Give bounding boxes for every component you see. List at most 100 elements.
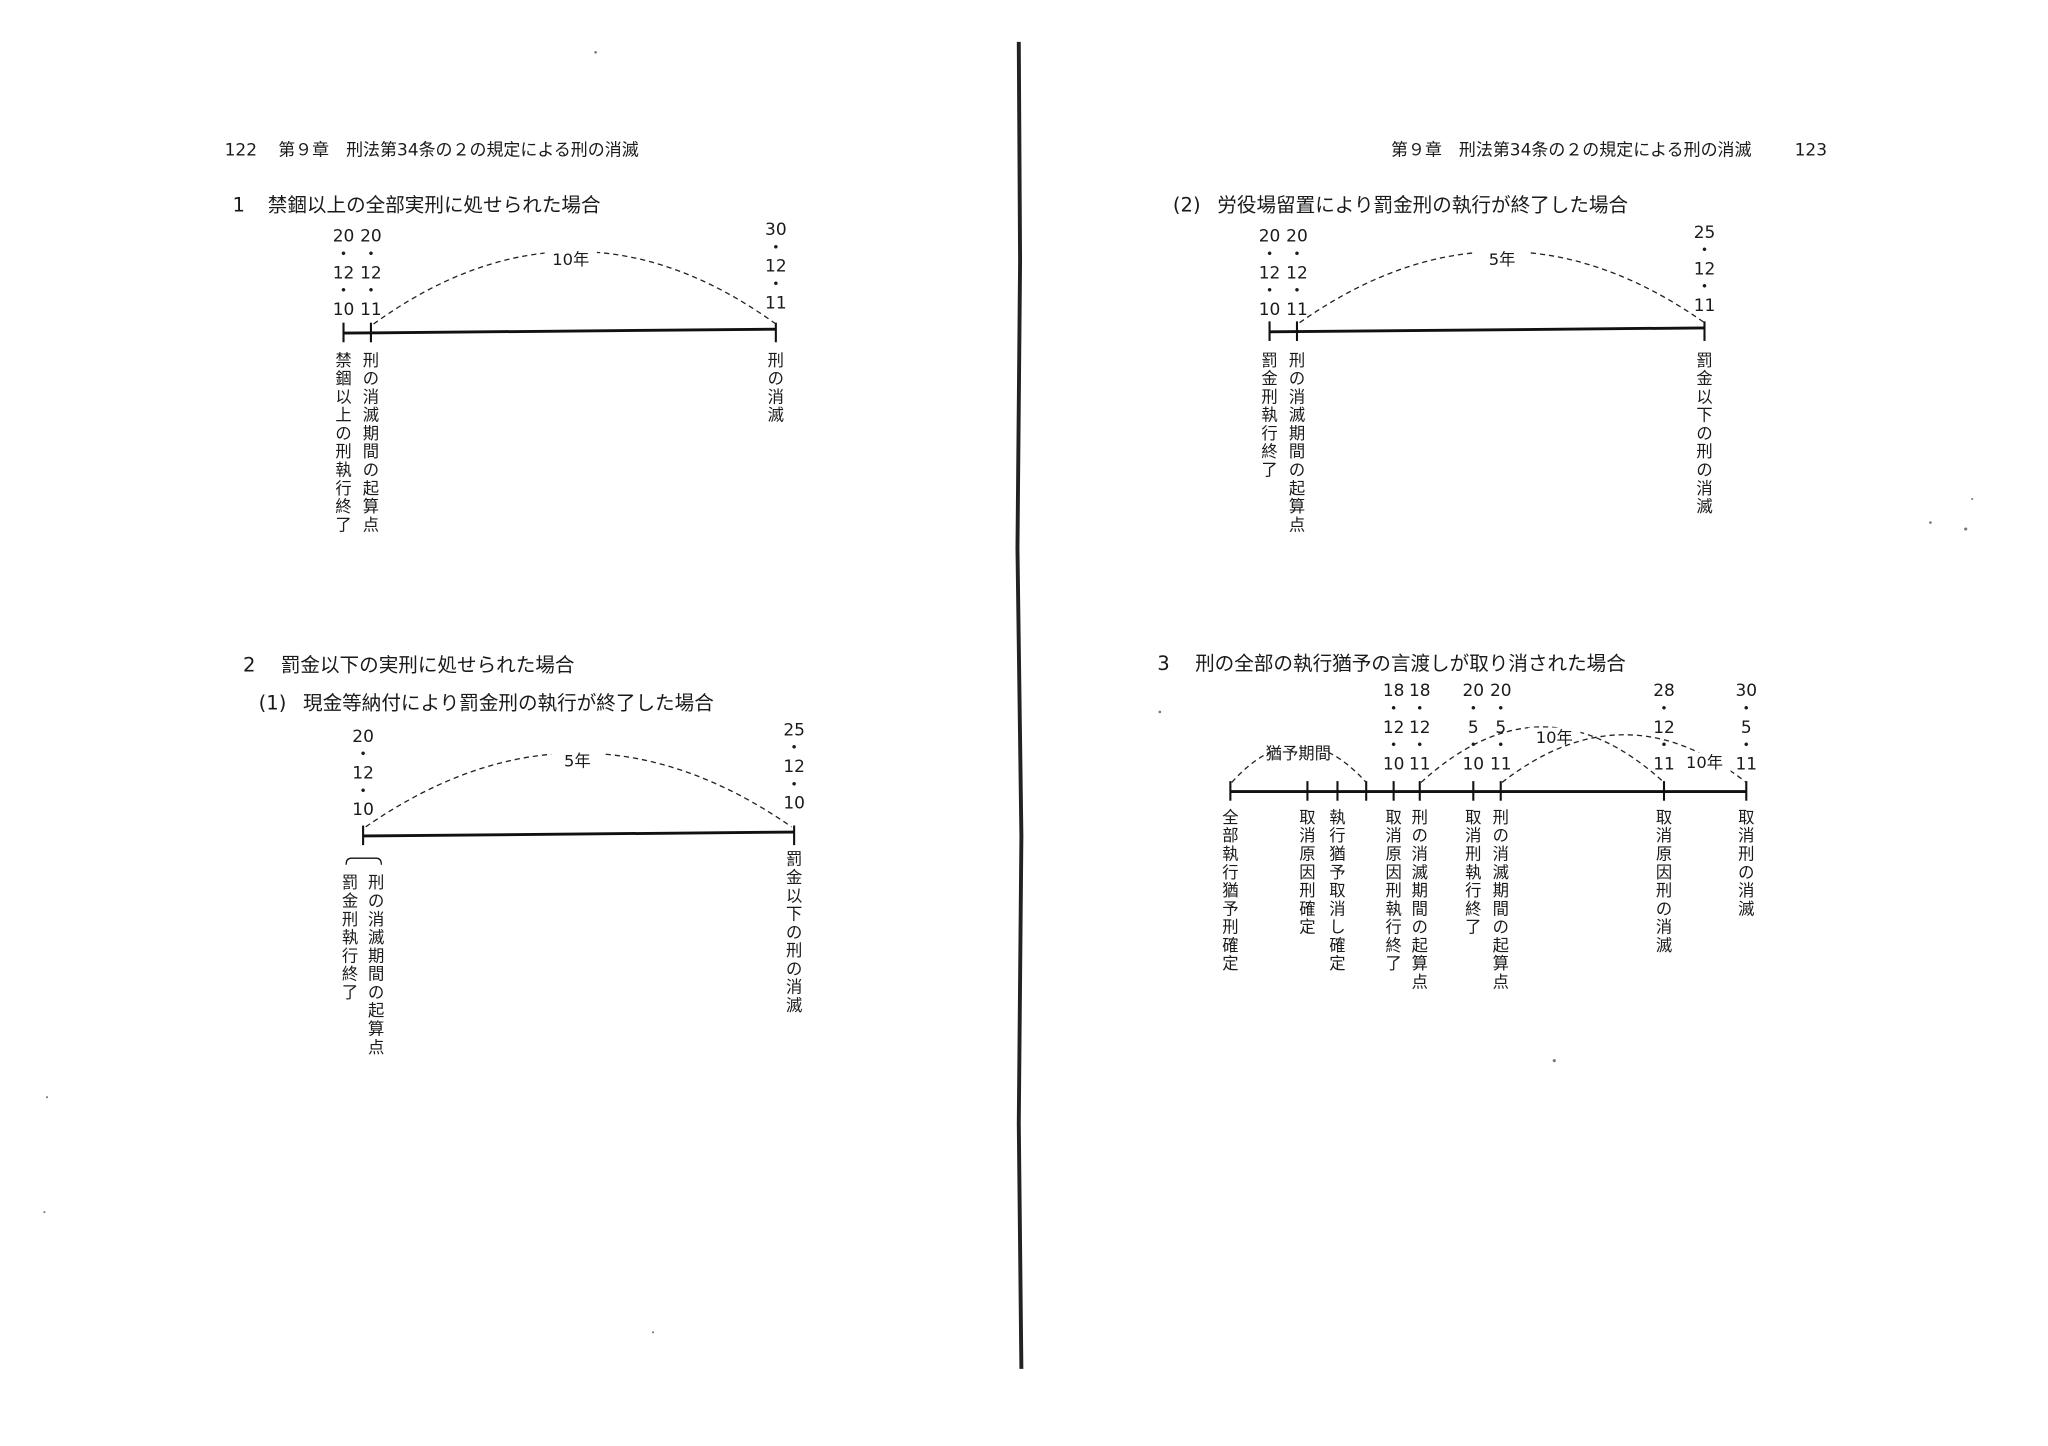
- period-label: 10年: [1536, 728, 1573, 747]
- date-part: 20: [360, 227, 382, 247]
- label-char: 算: [1493, 954, 1509, 973]
- label-char: 取: [1738, 808, 1754, 827]
- date-part: 12: [1694, 259, 1716, 279]
- date-separator: ・: [1492, 700, 1509, 720]
- date-separator: ・: [1738, 736, 1755, 756]
- date-part: 25: [1694, 223, 1716, 243]
- label-char: の: [363, 369, 379, 388]
- label-char: 下: [1696, 406, 1712, 425]
- label-char: の: [1656, 899, 1672, 918]
- label-char: 金: [786, 868, 802, 887]
- arc-label-background: [1475, 249, 1529, 270]
- label-char: の: [1289, 369, 1305, 388]
- label-char: 滅: [368, 928, 384, 947]
- period-label: 10年: [1686, 753, 1723, 772]
- label-char: 刑: [1656, 881, 1672, 900]
- label-char: 定: [1299, 918, 1315, 937]
- label-char: 間: [1493, 899, 1509, 918]
- label-char: 消: [786, 978, 802, 997]
- label-char: 因: [1656, 863, 1672, 882]
- date-part: 12: [1383, 718, 1405, 738]
- label-char: 滅: [1656, 936, 1672, 955]
- label-char: 執: [335, 460, 351, 479]
- label-char: 定: [1329, 954, 1345, 973]
- label-char: 確: [1299, 899, 1315, 918]
- label-char: の: [786, 923, 802, 942]
- label-char: 終: [1261, 442, 1277, 461]
- label-char: 滅: [1738, 899, 1754, 918]
- label-char: 消: [1412, 844, 1428, 863]
- arc-label-background: [544, 249, 597, 270]
- label-char: 消: [1656, 918, 1672, 937]
- date-part: 20: [333, 227, 355, 247]
- event-label: 罰金刑執行終了: [342, 873, 358, 1002]
- label-char: の: [768, 369, 784, 388]
- label-char: 刑: [335, 442, 351, 461]
- date-part: 12: [360, 263, 382, 283]
- label-char: 禁: [335, 351, 351, 370]
- event-label: 刑の消滅期間の起算点: [363, 351, 379, 535]
- date-part: 11: [1694, 296, 1716, 316]
- label-char: 執: [342, 928, 358, 947]
- label-char: 点: [368, 1038, 384, 1057]
- section-2-1-number: (1): [259, 691, 287, 714]
- label-char: の: [335, 424, 351, 443]
- label-char: 算: [1289, 497, 1305, 516]
- label-char: 刑: [1222, 918, 1238, 937]
- label-char: 罰: [786, 850, 802, 869]
- label-char: 予: [1222, 899, 1238, 918]
- label-char: 消: [363, 387, 379, 406]
- date-part: 10: [352, 800, 374, 820]
- label-char: 起: [1289, 479, 1305, 498]
- date-separator: ・: [1492, 736, 1509, 756]
- label-char: 以: [1696, 387, 1712, 406]
- date-separator: ・: [1261, 245, 1278, 265]
- label-char: 起: [363, 479, 379, 498]
- label-char: 行: [1329, 826, 1345, 845]
- label-char: 了: [342, 983, 358, 1002]
- label-char: 取: [1385, 808, 1401, 827]
- label-char: の: [1289, 460, 1305, 479]
- section-2-title: 罰金以下の実刑に処せられた場合: [281, 653, 575, 676]
- event-label: 取消刑の消滅: [1738, 808, 1754, 918]
- label-char: 罰: [1261, 351, 1277, 370]
- period-arc: [1299, 250, 1705, 324]
- label-char: の: [1412, 918, 1428, 937]
- label-char: の: [1696, 424, 1712, 443]
- label-char: 算: [363, 497, 379, 516]
- label-char: 因: [1385, 863, 1401, 882]
- label-char: の: [363, 460, 379, 479]
- date-separator: ・: [335, 245, 352, 265]
- timeline-axis: [343, 327, 776, 335]
- label-char: の: [368, 983, 384, 1002]
- date-separator: ・: [1656, 700, 1673, 720]
- date-part: 5: [1468, 718, 1479, 738]
- book-spine-line: [1015, 41, 1024, 1369]
- date-part: 20: [1490, 681, 1512, 701]
- timeline-diagram-2: 20・12・10罰金刑執行終了20・12・11刑の消滅期間の起算点25・12・1…: [1259, 223, 1716, 535]
- label-char: 消: [768, 387, 784, 406]
- date-separator: ・: [1385, 700, 1402, 720]
- timeline-diagram-4: 全部執行猶予刑確定取消原因刑確定執行猶予取消し確定18・12・10取消原因刑執行…: [1222, 681, 1757, 991]
- label-char: 罰: [342, 873, 358, 892]
- label-char: 刑: [1738, 844, 1754, 863]
- label-char: 執: [1465, 863, 1481, 882]
- label-char: 取: [1329, 881, 1345, 900]
- date-part: 5: [1495, 718, 1506, 738]
- date-separator: ・: [335, 282, 352, 302]
- date-separator: ・: [355, 745, 372, 765]
- label-char: 刑: [1412, 808, 1428, 827]
- label-char: 刑: [1299, 881, 1315, 900]
- label-char: の: [1412, 826, 1428, 845]
- date-part: 12: [1653, 718, 1675, 738]
- date-part: 28: [1653, 681, 1675, 701]
- label-char: 終: [335, 497, 351, 516]
- date-separator: ・: [786, 775, 803, 795]
- event-label: 刑の消滅期間の起算点: [1289, 351, 1305, 535]
- date-separator: ・: [362, 282, 379, 302]
- label-char: 期: [1493, 881, 1509, 900]
- label-char: 原: [1385, 844, 1401, 863]
- label-char: 刑: [768, 351, 784, 370]
- label-char: 行: [1385, 918, 1401, 937]
- label-char: 終: [342, 965, 358, 984]
